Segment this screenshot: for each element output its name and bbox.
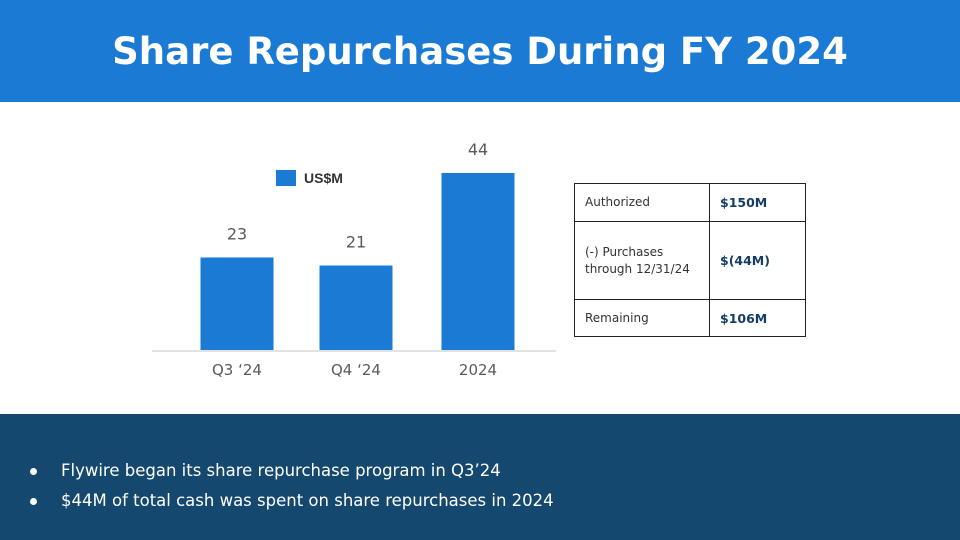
bar-3 bbox=[441, 173, 515, 350]
data-label-2: 21 bbox=[346, 233, 366, 252]
chart-legend: US$M bbox=[276, 170, 343, 186]
table-label-authorized: Authorized bbox=[574, 183, 710, 222]
table-value-purchases: $(44M) bbox=[709, 221, 806, 300]
bullet-text: Flywire began its share repurchase progr… bbox=[61, 461, 501, 480]
repurchase-authorization-table: Authorized $150M (-) Purchases through 1… bbox=[574, 183, 806, 337]
tick-label-3: 2024 bbox=[459, 361, 497, 379]
table-value-authorized: $150M bbox=[709, 183, 806, 222]
bullet-list: Flywire began its share repurchase progr… bbox=[24, 456, 554, 516]
table-label-purchases: (-) Purchases through 12/31/24 bbox=[574, 221, 710, 300]
header-banner: Share Repurchases During FY 2024 bbox=[0, 0, 960, 102]
bullet-text: $44M of total cash was spent on share re… bbox=[61, 491, 554, 510]
bar-2 bbox=[319, 265, 393, 350]
legend-label: US$M bbox=[304, 170, 343, 186]
legend-swatch bbox=[276, 170, 296, 186]
table-row: Authorized $150M bbox=[574, 183, 806, 222]
table-row: (-) Purchases through 12/31/24 $(44M) bbox=[574, 221, 806, 300]
table-label-remaining: Remaining bbox=[574, 299, 710, 337]
footer-panel: Flywire began its share repurchase progr… bbox=[0, 414, 960, 540]
data-label-3: 44 bbox=[468, 140, 488, 159]
bullet-icon bbox=[30, 497, 37, 505]
bullet-icon bbox=[30, 467, 37, 475]
tick-label-2: Q4 ‘24 bbox=[331, 361, 381, 379]
bar-1 bbox=[200, 257, 274, 350]
table-value-remaining: $106M bbox=[709, 299, 806, 337]
data-label-1: 23 bbox=[227, 224, 247, 243]
table-row: Remaining $106M bbox=[574, 299, 806, 337]
tick-label-1: Q3 ‘24 bbox=[212, 361, 262, 379]
list-item: Flywire began its share repurchase progr… bbox=[24, 456, 554, 486]
bar-chart: US$M 23 Q3 ‘24 21 Q4 ‘24 44 2024 bbox=[152, 140, 556, 379]
page-title: Share Repurchases During FY 2024 bbox=[112, 29, 848, 73]
list-item: $44M of total cash was spent on share re… bbox=[24, 486, 554, 516]
